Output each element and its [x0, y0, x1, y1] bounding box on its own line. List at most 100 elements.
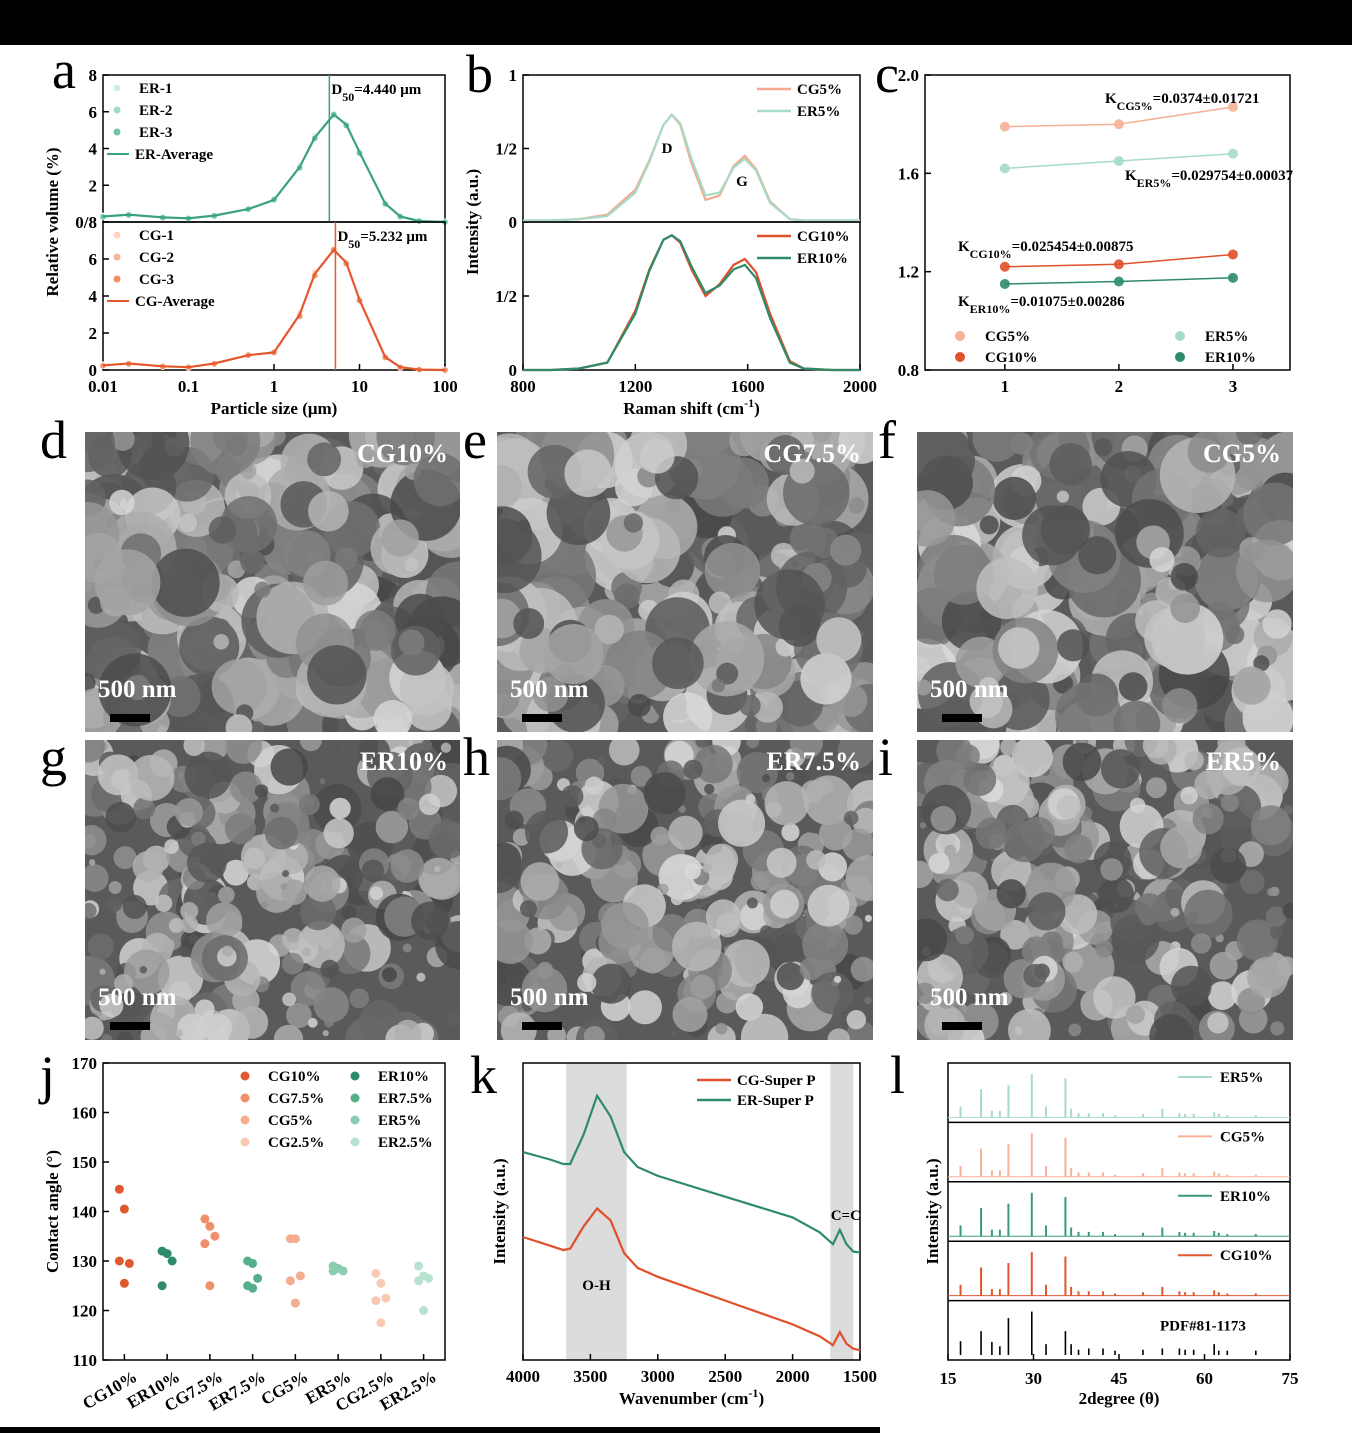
- particle: [375, 810, 409, 844]
- text-part: =0.029754±0.00037: [1171, 168, 1293, 184]
- particle: [307, 645, 367, 705]
- particle: [304, 865, 341, 902]
- particle: [830, 534, 862, 566]
- particle: [174, 798, 203, 827]
- legend-label: CG5%: [797, 82, 842, 98]
- y-tick-label: 120: [72, 1302, 98, 1321]
- data-point: [114, 1256, 124, 1266]
- particle: [1207, 981, 1237, 1011]
- particle: [1098, 877, 1135, 914]
- data-point: [999, 261, 1010, 272]
- particle: [746, 740, 760, 749]
- particle: [85, 825, 107, 856]
- data-point: [210, 1231, 220, 1241]
- particle: [270, 784, 277, 791]
- particle: [1240, 869, 1265, 895]
- particle: [286, 928, 301, 943]
- particle: [1170, 907, 1180, 917]
- y-tick-label: 0/8: [75, 213, 97, 232]
- particle: [110, 432, 135, 451]
- particle: [180, 915, 199, 934]
- particle: [799, 957, 823, 981]
- particle: [864, 996, 872, 1005]
- particle: [560, 785, 584, 808]
- particle: [1190, 933, 1212, 954]
- particle: [652, 637, 704, 690]
- particle: [370, 777, 405, 811]
- particle: [583, 1025, 605, 1040]
- y-tick-label: 2: [89, 176, 98, 195]
- data-point: [328, 1266, 338, 1276]
- text-part: =0.025454±0.00875: [1012, 239, 1134, 255]
- particle: [1062, 742, 1102, 782]
- text-part: ER10%: [970, 302, 1011, 316]
- legend-label: CG5%: [985, 329, 1030, 345]
- y-tick-label: 4: [89, 287, 98, 306]
- y-tick-label: 2.0: [898, 66, 919, 85]
- text-part: =5.232 μm: [360, 229, 428, 245]
- particle: [299, 740, 322, 752]
- particle: [1145, 777, 1167, 799]
- particle: [1162, 688, 1198, 724]
- particle: [1093, 976, 1136, 1019]
- text-part: ): [758, 1389, 764, 1408]
- panel-letter: l: [890, 1045, 905, 1105]
- text-part: Wavenumber (cm: [619, 1389, 749, 1408]
- legend-label: ER10%: [1205, 350, 1256, 366]
- x-tick-label: 3500: [573, 1367, 607, 1386]
- particle: [975, 817, 1008, 850]
- x-axis-label: 2degree (θ): [1079, 1389, 1160, 1408]
- particle: [955, 744, 980, 769]
- particle: [303, 560, 349, 606]
- particle: [190, 831, 206, 847]
- particle: [1195, 508, 1246, 558]
- particle: [573, 816, 599, 842]
- particle: [690, 974, 716, 1000]
- scale-bar-label: 500 nm: [98, 984, 177, 1011]
- shaded-band: [566, 1063, 627, 1360]
- band-label: O-H: [582, 1278, 611, 1294]
- particle: [186, 842, 227, 883]
- legend-marker: [240, 1115, 250, 1125]
- legend-label: ER-Average: [135, 147, 213, 163]
- data-point: [999, 278, 1010, 289]
- particle: [282, 870, 290, 878]
- particle: [254, 581, 271, 598]
- particle: [594, 614, 624, 645]
- particle: [183, 740, 205, 757]
- particle: [1004, 821, 1046, 863]
- particle: [1160, 826, 1203, 869]
- legend-label: ER2.5%: [378, 1135, 433, 1151]
- series-line: [522, 1206, 861, 1352]
- particle: [976, 557, 1038, 620]
- sem-image: [917, 432, 1293, 732]
- particle: [240, 549, 265, 575]
- particle: [1100, 749, 1141, 789]
- particle: [1221, 747, 1261, 787]
- particle: [972, 432, 1021, 462]
- sem-image: [85, 740, 460, 1040]
- particle: [97, 754, 139, 796]
- particle: [164, 437, 184, 457]
- panel-letter: d: [40, 410, 67, 470]
- peak-label: G: [736, 174, 748, 190]
- particle: [513, 608, 545, 639]
- particle: [341, 917, 367, 943]
- scale-bar: [110, 1022, 150, 1030]
- particle: [180, 902, 199, 921]
- plot-frame: [947, 1062, 1291, 1361]
- particle: [329, 797, 351, 819]
- particle: [286, 1002, 312, 1029]
- particle: [254, 784, 269, 798]
- d50-label: D50=4.440 μm: [331, 82, 421, 104]
- sem-image: [497, 432, 873, 732]
- text-part: K: [1125, 168, 1137, 184]
- particle: [614, 583, 640, 610]
- particle: [843, 915, 863, 935]
- particle: [1094, 438, 1113, 457]
- particle: [766, 847, 797, 878]
- text-part: K: [1105, 91, 1117, 107]
- panel-letter: e: [463, 410, 487, 470]
- data-point: [999, 121, 1010, 132]
- particle: [281, 952, 304, 975]
